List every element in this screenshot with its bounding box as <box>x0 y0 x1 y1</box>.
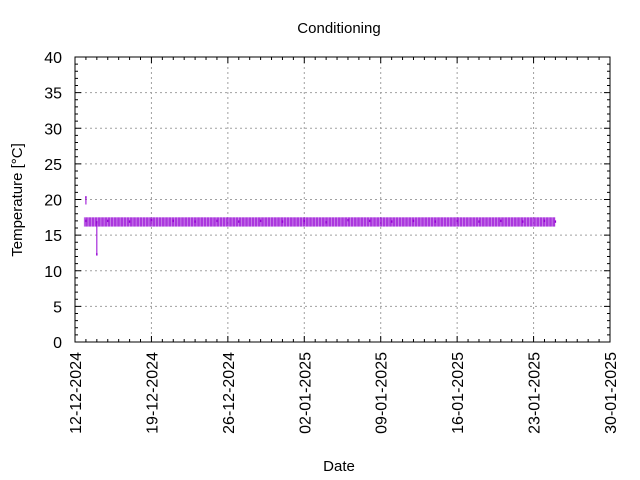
data-point <box>85 219 87 223</box>
y-tick-label: 25 <box>44 157 62 174</box>
data-point <box>238 220 240 223</box>
data-point <box>150 218 153 222</box>
data-point <box>216 219 218 223</box>
x-tick-label: 30-01-2025 <box>603 352 620 434</box>
y-tick-label: 15 <box>44 228 62 245</box>
chart-title: Conditioning <box>297 20 380 37</box>
axis-ticks: 0 5 10 15 20 25 30 35 40 12-12-2024 19-12-2024 26-1… <box>44 50 620 434</box>
data-point <box>456 219 458 223</box>
y-tick-label: 30 <box>44 121 62 138</box>
x-tick-label: 12-12-2024 <box>68 352 85 434</box>
data-point <box>107 219 109 223</box>
x-axis-label: Date <box>323 458 355 475</box>
y-tick-label: 35 <box>44 86 62 103</box>
x-tick-label: 23-01-2025 <box>527 352 544 434</box>
data-point <box>434 220 437 223</box>
x-tick-label: 02-01-2025 <box>297 352 314 434</box>
y-tick-label: 10 <box>44 264 62 281</box>
temperature-band <box>83 216 556 228</box>
data-point <box>390 220 393 223</box>
y-tick-label: 5 <box>53 299 62 316</box>
x-tick-label: 26-12-2024 <box>221 352 238 434</box>
grid <box>75 57 610 342</box>
data-point <box>500 219 502 223</box>
data-point <box>128 220 131 223</box>
y-tick-label: 40 <box>44 50 62 67</box>
data-point <box>325 221 327 224</box>
data-point <box>478 220 480 223</box>
x-tick-label: 09-01-2025 <box>374 352 391 434</box>
readings-band <box>83 217 556 227</box>
data-point <box>281 220 284 223</box>
y-tick-label: 0 <box>53 335 62 352</box>
x-tick-label: 16-01-2025 <box>450 352 467 434</box>
data-points <box>85 196 557 256</box>
data-point <box>347 218 349 222</box>
data-point <box>369 219 371 223</box>
data-point <box>259 219 262 223</box>
x-tick-label: 19-12-2024 <box>144 352 161 434</box>
y-axis-label: Temperature [°C] <box>9 143 26 257</box>
data-point <box>172 219 174 223</box>
data-point <box>554 220 557 223</box>
data-point <box>543 219 546 223</box>
data-point <box>412 219 415 223</box>
data-point <box>194 220 196 223</box>
data-point <box>521 220 524 223</box>
y-tick-label: 20 <box>44 193 62 210</box>
data-point <box>303 219 305 223</box>
